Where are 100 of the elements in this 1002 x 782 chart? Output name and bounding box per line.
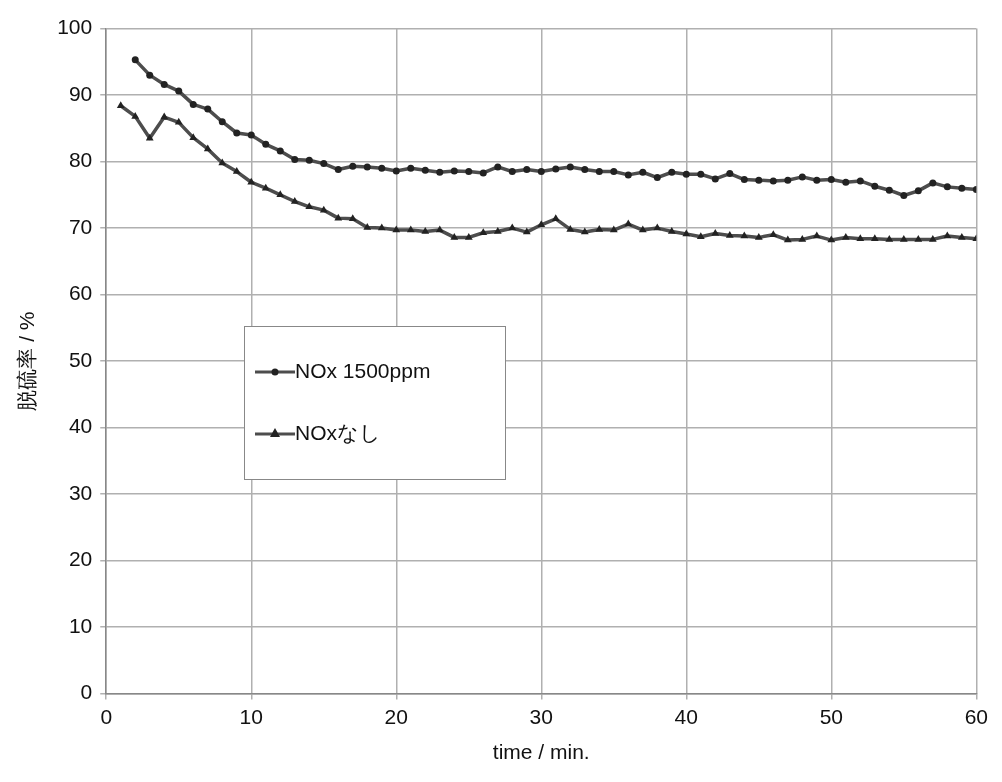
y-tick-label: 0 bbox=[80, 680, 93, 704]
x-tick-label: 10 bbox=[239, 705, 263, 728]
point bbox=[755, 176, 763, 184]
point bbox=[885, 186, 893, 194]
point bbox=[595, 224, 604, 232]
point bbox=[523, 166, 531, 174]
point bbox=[276, 147, 284, 155]
x-tick-label: 50 bbox=[819, 705, 843, 728]
point bbox=[320, 160, 328, 168]
point bbox=[653, 223, 662, 231]
point bbox=[957, 232, 966, 240]
x-tick-label: 0 bbox=[100, 705, 113, 728]
point bbox=[827, 235, 836, 243]
point bbox=[421, 166, 429, 174]
point bbox=[624, 219, 633, 227]
point bbox=[522, 227, 531, 235]
x-axis-title: time / min. bbox=[492, 740, 590, 764]
point bbox=[726, 170, 734, 178]
point bbox=[711, 175, 719, 183]
point bbox=[203, 144, 212, 152]
point bbox=[610, 168, 618, 176]
point bbox=[871, 182, 879, 190]
point bbox=[754, 232, 763, 240]
point bbox=[595, 168, 603, 176]
point bbox=[348, 214, 357, 222]
point bbox=[407, 164, 415, 172]
point bbox=[479, 228, 488, 236]
y-tick-label: 50 bbox=[68, 347, 93, 371]
point bbox=[493, 226, 502, 234]
point bbox=[479, 169, 487, 177]
point bbox=[450, 232, 459, 240]
x-tick-label: 40 bbox=[674, 705, 698, 728]
point bbox=[711, 228, 720, 236]
point bbox=[218, 158, 227, 166]
point bbox=[334, 166, 342, 174]
y-tick-label: 80 bbox=[68, 148, 93, 172]
point bbox=[450, 167, 458, 175]
point bbox=[464, 232, 473, 240]
point bbox=[305, 202, 314, 210]
point bbox=[406, 225, 415, 233]
point bbox=[682, 229, 691, 237]
point bbox=[494, 163, 502, 171]
point bbox=[204, 105, 212, 113]
point bbox=[566, 163, 574, 171]
point bbox=[581, 166, 589, 174]
legend-label: NOx 1500ppm bbox=[295, 359, 431, 382]
point bbox=[175, 87, 183, 95]
x-tick-label: 60 bbox=[964, 705, 988, 728]
point bbox=[943, 183, 951, 191]
point bbox=[189, 133, 198, 140]
point bbox=[668, 168, 676, 176]
point bbox=[160, 112, 169, 120]
point bbox=[769, 177, 777, 185]
point bbox=[870, 234, 879, 241]
point bbox=[958, 184, 966, 192]
y-tick-label: 20 bbox=[68, 547, 93, 571]
y-tick-label: 90 bbox=[68, 81, 93, 105]
point bbox=[667, 226, 676, 234]
point bbox=[682, 170, 690, 178]
y-tick-label: 100 bbox=[57, 15, 93, 39]
point bbox=[131, 111, 140, 119]
point bbox=[551, 214, 560, 222]
point bbox=[233, 129, 241, 137]
y-tick-label: 70 bbox=[68, 214, 93, 238]
point bbox=[377, 223, 386, 231]
x-tick-label: 20 bbox=[384, 705, 408, 728]
point bbox=[291, 156, 299, 164]
point bbox=[363, 222, 372, 230]
point bbox=[769, 230, 778, 237]
point bbox=[262, 140, 270, 148]
point bbox=[435, 225, 444, 233]
point bbox=[798, 234, 807, 242]
point bbox=[813, 176, 821, 184]
point bbox=[232, 167, 241, 174]
point bbox=[929, 179, 937, 187]
point bbox=[928, 234, 937, 242]
point bbox=[899, 234, 908, 242]
point bbox=[624, 171, 632, 179]
point bbox=[392, 167, 400, 175]
point bbox=[914, 234, 923, 242]
point bbox=[841, 232, 850, 240]
point bbox=[247, 131, 255, 139]
x-tick-label: 30 bbox=[529, 705, 553, 728]
point bbox=[566, 224, 575, 232]
point bbox=[276, 190, 285, 198]
point bbox=[465, 168, 473, 176]
point bbox=[856, 234, 865, 241]
point bbox=[885, 234, 894, 242]
y-tick-label: 60 bbox=[68, 281, 93, 305]
point bbox=[392, 225, 401, 233]
point bbox=[856, 177, 864, 185]
point bbox=[349, 162, 357, 170]
point bbox=[189, 100, 197, 108]
point bbox=[421, 226, 430, 234]
point bbox=[537, 220, 546, 228]
point bbox=[131, 56, 139, 64]
point bbox=[639, 168, 647, 176]
point bbox=[784, 176, 792, 184]
point bbox=[740, 231, 749, 239]
point bbox=[725, 230, 734, 238]
